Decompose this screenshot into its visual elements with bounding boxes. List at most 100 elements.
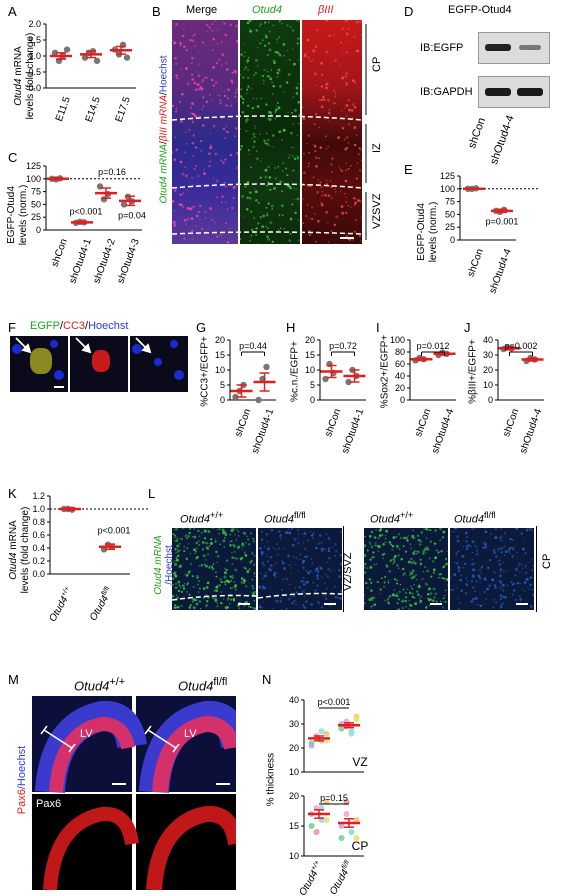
speckle: [397, 554, 400, 557]
speckle: [291, 543, 295, 547]
speckle: [185, 557, 189, 561]
speckle: [393, 555, 397, 559]
speckle: [335, 215, 339, 219]
speckle: [209, 542, 213, 545]
panel-b-zone-brackets: [365, 24, 367, 240]
speckle: [494, 586, 497, 590]
speckle: [268, 118, 272, 121]
speckle: [288, 583, 291, 586]
speckle: [258, 605, 262, 609]
speckle: [426, 593, 430, 596]
speckle: [303, 198, 305, 200]
speckle: [422, 570, 425, 573]
speckle: [338, 65, 341, 67]
speckle: [277, 165, 279, 168]
speckle: [172, 583, 174, 586]
speckle: [277, 547, 280, 550]
speckle: [509, 538, 512, 541]
speckle: [268, 144, 271, 147]
speckle: [401, 567, 405, 571]
speckle: [265, 103, 268, 106]
speckle: [229, 153, 232, 157]
speckle: [207, 553, 210, 556]
speckle: [197, 543, 201, 547]
speckle: [193, 528, 195, 530]
speckle: [432, 587, 436, 591]
speckle: [318, 157, 321, 160]
n-cp-pvalue: p=0.15: [320, 793, 348, 803]
speckle: [253, 599, 256, 602]
speckle: [311, 58, 314, 61]
speckle: [336, 596, 339, 599]
speckle: [503, 554, 506, 557]
speckle: [326, 561, 329, 564]
speckle: [465, 583, 469, 586]
speckle: [395, 579, 398, 582]
n-vz-data-point: [338, 725, 345, 732]
speckle: [424, 566, 427, 568]
speckle: [256, 46, 259, 49]
speckle: [202, 124, 205, 127]
speckle: [218, 528, 221, 531]
speckle: [343, 107, 346, 109]
speckle: [356, 49, 360, 53]
speckle: [249, 197, 252, 200]
speckle: [465, 536, 469, 539]
speckle: [333, 89, 335, 92]
speckle: [524, 551, 527, 555]
speckle: [288, 59, 291, 61]
speckle: [320, 73, 324, 77]
speckle: [176, 536, 178, 538]
speckle: [172, 23, 174, 25]
speckle: [433, 542, 437, 545]
speckle: [201, 548, 205, 551]
speckle: [340, 169, 344, 173]
speckle: [502, 601, 505, 604]
speckle: [419, 558, 422, 561]
speckle: [229, 227, 231, 230]
speckle: [274, 108, 278, 112]
speckle: [188, 528, 192, 530]
speckle: [320, 541, 323, 544]
speckle: [200, 87, 204, 91]
speckle: [185, 537, 189, 540]
speckle: [313, 123, 316, 125]
speckle: [479, 581, 481, 583]
speckle: [444, 589, 447, 592]
speckle: [446, 550, 448, 552]
speckle: [344, 179, 348, 183]
speckle: [181, 528, 185, 530]
speckle: [225, 568, 228, 572]
speckle: [499, 593, 503, 597]
speckle: [290, 573, 292, 575]
speckle: [274, 575, 277, 578]
speckle: [450, 576, 452, 580]
speckle: [324, 573, 327, 576]
speckle: [340, 582, 342, 584]
speckle: [194, 114, 198, 118]
speckle: [274, 50, 277, 54]
speckle: [220, 580, 223, 584]
speckle: [411, 592, 414, 595]
panel-letter-g: G: [196, 320, 207, 335]
speckle: [231, 551, 233, 554]
speckle: [179, 119, 183, 123]
speckle: [269, 565, 272, 568]
speckle: [260, 97, 262, 100]
speckle: [193, 535, 197, 539]
speckle: [211, 565, 213, 567]
speckle: [260, 160, 262, 162]
speckle: [244, 567, 247, 570]
speckle: [182, 587, 186, 590]
speckle: [176, 551, 179, 554]
speckle: [191, 536, 194, 538]
speckle: [223, 536, 226, 539]
speckle: [247, 149, 250, 152]
speckle: [205, 546, 209, 550]
speckle: [345, 41, 348, 43]
speckle: [235, 185, 237, 187]
speckle: [369, 565, 373, 569]
speckle: [192, 154, 194, 157]
speckle: [232, 197, 235, 200]
f-arrows: [15, 337, 152, 354]
